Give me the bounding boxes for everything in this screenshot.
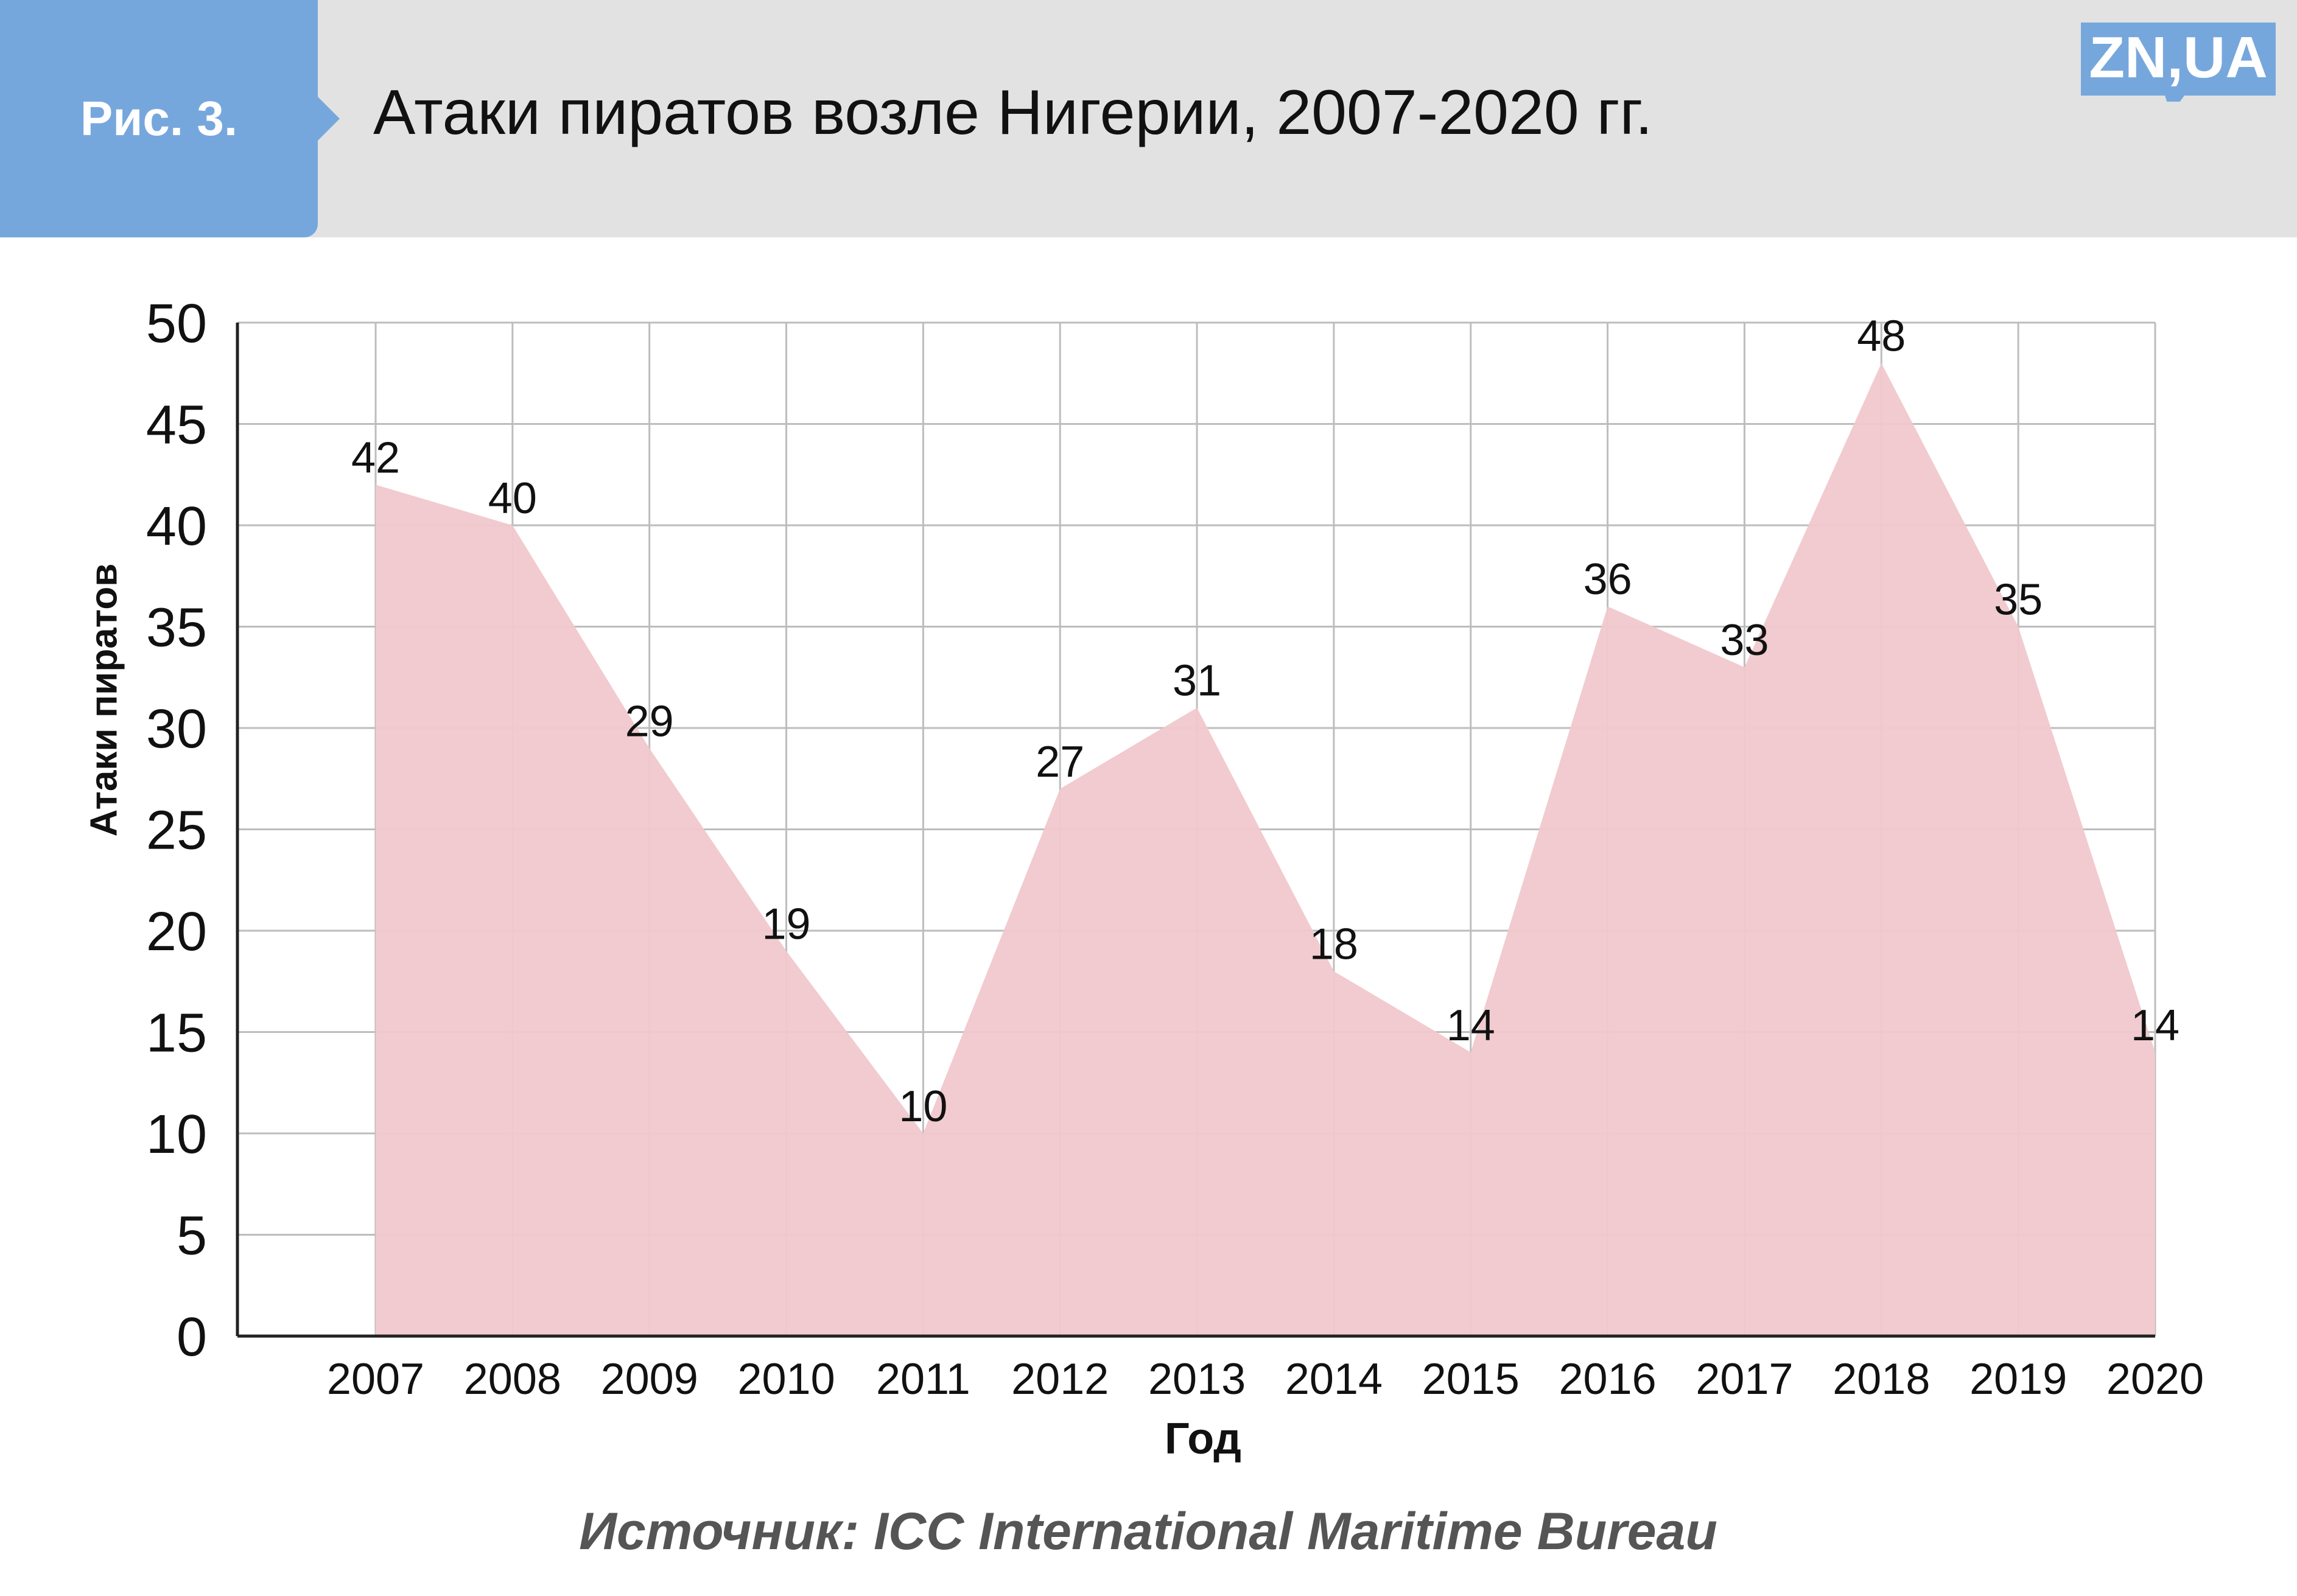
y-tick-label: 20 [146,901,207,962]
zn-ua-logo: ZN,UA [2081,23,2276,102]
y-tick-label: 50 [146,293,207,354]
x-tick-label: 2019 [1969,1355,2067,1404]
chart-title: Атаки пиратов возле Нигерии, 2007-2020 г… [373,77,1653,148]
x-tick-label: 2009 [601,1355,698,1404]
x-tick-label: 2013 [1148,1355,1246,1404]
data-label: 29 [625,697,674,746]
x-tick-label: 2020 [2106,1355,2204,1404]
y-tick-label: 15 [146,1003,207,1064]
y-tick-label: 5 [177,1206,207,1267]
y-tick-label: 0 [177,1307,207,1368]
x-tick-label: 2007 [327,1355,424,1404]
y-tick-label: 45 [146,395,207,456]
figure-label: Рис. 3. [80,91,238,145]
x-tick-label: 2011 [876,1355,970,1404]
x-tick-label: 2018 [1832,1355,1930,1404]
x-tick-label: 2010 [737,1355,835,1404]
data-label: 35 [1994,576,2043,625]
header-bar: Рис. 3. Атаки пиратов возле Нигерии, 200… [0,0,2297,237]
y-tick-labels: 0 5 10 15 20 25 30 35 40 45 50 [146,293,207,1368]
data-labels: 42 40 29 19 10 27 31 18 14 36 33 48 35 14 [351,312,2180,1131]
y-tick-label: 40 [146,496,207,557]
data-label: 19 [762,900,810,948]
data-label: 40 [488,474,537,523]
x-axis-label: Год [1165,1415,1241,1463]
data-label: 31 [1173,657,1221,705]
figure-badge [0,0,318,237]
y-tick-label: 10 [146,1104,207,1165]
logo-text: ZN,UA [2089,25,2267,90]
y-tick-label: 35 [146,598,207,659]
data-label: 36 [1583,555,1632,604]
data-label: 14 [1447,1001,1495,1050]
x-tick-label: 2015 [1422,1355,1520,1404]
data-label: 18 [1310,920,1358,969]
series-area [376,363,2155,1336]
y-tick-label: 30 [146,699,207,760]
data-label: 10 [899,1082,947,1131]
figure-badge-arrow [318,97,340,141]
data-label: 27 [1036,738,1084,786]
data-label: 42 [351,433,400,482]
y-axis-label: Атаки пиратов [83,564,125,837]
x-tick-label: 2012 [1011,1355,1109,1404]
x-tick-label: 2016 [1559,1355,1657,1404]
data-label: 48 [1857,312,1906,361]
x-tick-labels: 2007 2008 2009 2010 2011 2012 2013 2014 2015 2016… [327,1355,2204,1404]
data-label: 14 [2131,1001,2180,1050]
x-tick-label: 2017 [1696,1355,1793,1404]
source-note: Источник: ICC International Maritime Bur… [579,1502,1717,1561]
data-label: 33 [1720,616,1769,665]
y-tick-label: 25 [146,800,207,861]
x-tick-label: 2008 [464,1355,561,1404]
logo-speech-bubble [2081,23,2276,102]
x-tick-label: 2014 [1285,1355,1383,1404]
